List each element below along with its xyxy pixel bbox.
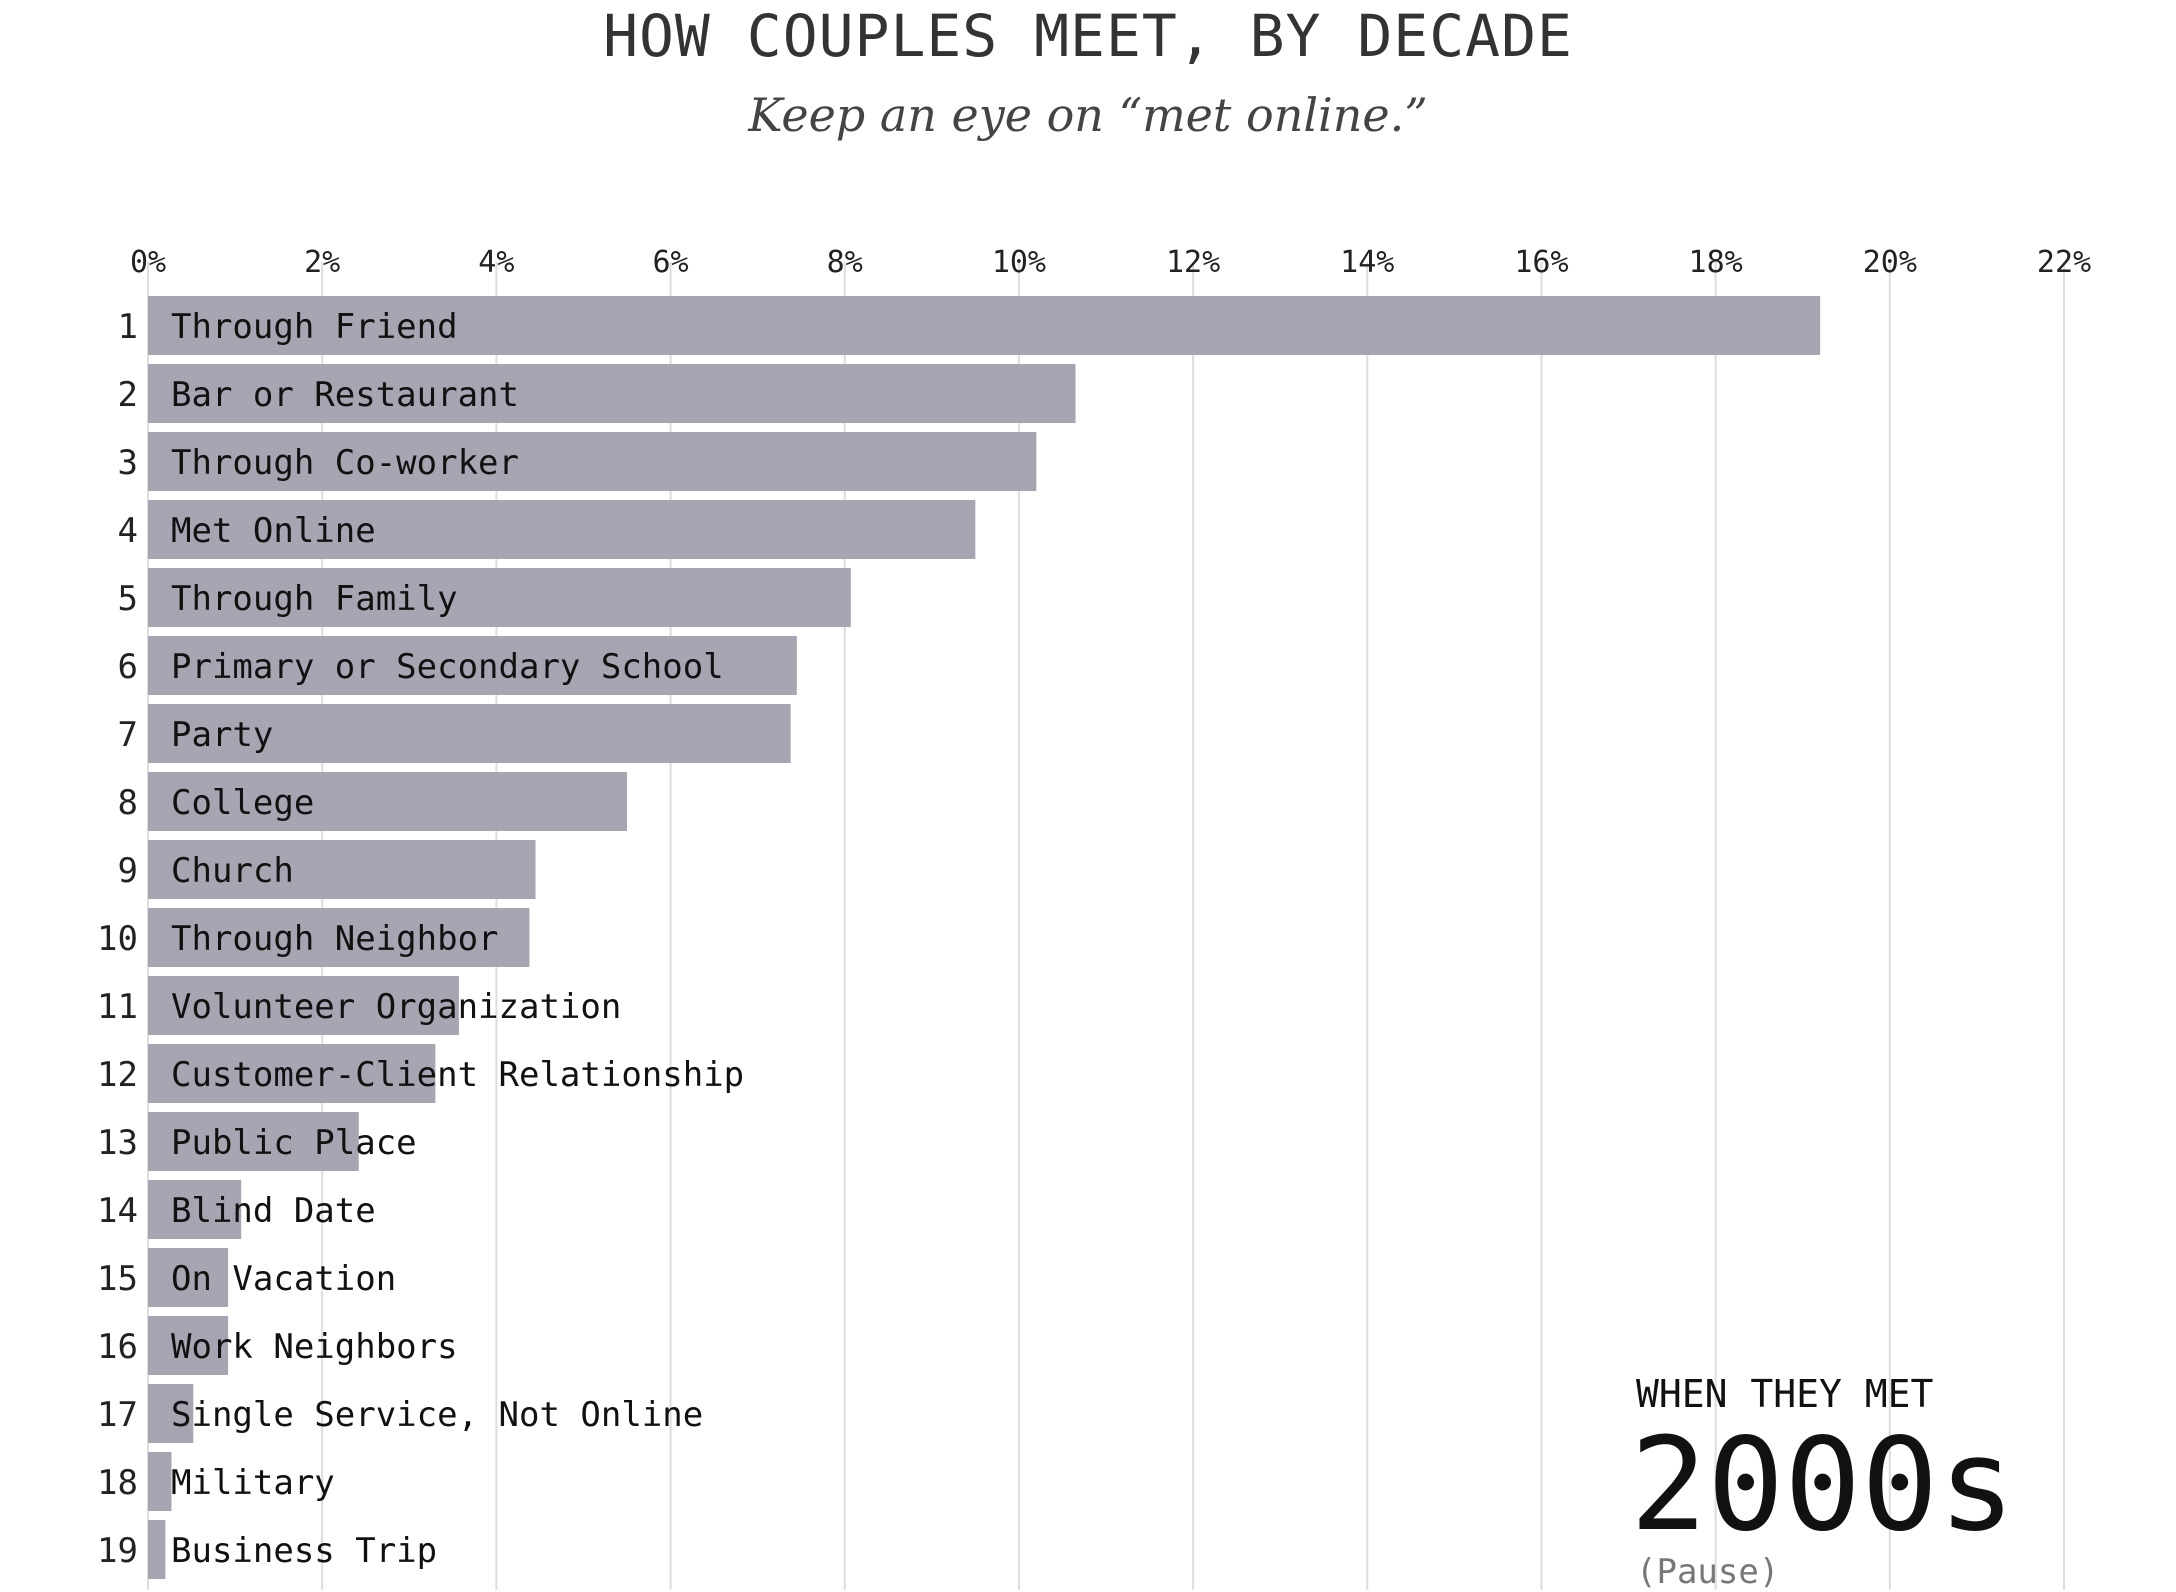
bar [148,1452,172,1511]
rank-label: 15 [97,1259,138,1299]
x-tick-label: 14% [1340,245,1394,280]
rank-label: 8 [118,783,138,823]
rank-label: 5 [118,579,138,619]
bar-label: Business Trip [171,1531,437,1571]
x-axis-ticks: 0% 2% 4% 6% 8% 10% 12% 14% 16% 18% 20% 22% [130,245,2091,280]
rank-label: 14 [97,1191,138,1231]
x-tick-label: 12% [1166,245,1220,280]
x-tick-label: 22% [2037,245,2091,280]
rank-label: 12 [97,1055,138,1095]
x-tick-label: 8% [827,245,863,280]
bar-labels: 1 Through Friend 2 Bar or Restaurant 3 Throug… [97,307,744,1571]
x-tick-label: 2% [304,245,340,280]
bar-label: Military [171,1463,335,1503]
x-tick-label: 16% [1514,245,1568,280]
rank-label: 3 [118,443,138,483]
rank-label: 2 [118,375,138,415]
bar-label: Met Online [171,511,376,551]
bar-label: Customer-Client Relationship [171,1055,744,1095]
period-value: 2000s [1630,1411,2016,1560]
rank-label: 18 [97,1463,138,1503]
bar-label: Party [171,715,273,755]
bar [148,364,1076,423]
bar-label: Through Co-worker [171,443,519,483]
bar-label: Blind Date [171,1191,376,1231]
rank-label: 9 [118,851,138,891]
rank-label: 10 [97,919,138,959]
rank-label: 4 [118,511,138,551]
bar [148,908,530,967]
rank-label: 6 [118,647,138,687]
bar [148,1044,436,1103]
bar [148,976,459,1035]
bar [148,500,976,559]
rank-label: 13 [97,1123,138,1163]
x-tick-label: 6% [652,245,688,280]
rank-label: 19 [97,1531,138,1571]
rank-label: 16 [97,1327,138,1367]
bar [148,432,1037,491]
bar [148,1112,359,1171]
bar-label: Through Family [171,579,458,619]
rank-label: 7 [118,715,138,755]
x-tick-label: 4% [478,245,514,280]
chart-subtitle: Keep an eye on “met online.” [748,88,1428,142]
bar-label: Primary or Secondary School [171,647,724,687]
bar-label: Church [171,851,294,891]
bar-label: Volunteer Organization [171,987,621,1027]
bar [148,704,791,763]
chart-title: HOW COUPLES MEET, BY DECADE [603,2,1573,70]
bar [148,840,536,899]
rank-label: 1 [118,307,138,347]
x-tick-label: 18% [1689,245,1743,280]
rank-label: 17 [97,1395,138,1435]
x-tick-label: 0% [130,245,166,280]
bar [148,1316,229,1375]
rank-label: 11 [97,987,138,1027]
bar [148,1248,229,1307]
bar-label: College [171,783,314,823]
bar [148,1384,194,1443]
bar-label: Bar or Restaurant [171,375,519,415]
bar-label: On Vacation [171,1259,396,1299]
bar-label: Work Neighbors [171,1327,458,1367]
bar [148,1520,166,1579]
pause-button[interactable]: (Pause) [1636,1552,1780,1592]
bar [148,636,797,695]
period-indicator: WHEN THEY MET 2000s (Pause) [1630,1360,2170,1592]
x-tick-label: 10% [992,245,1046,280]
bar [148,296,1821,355]
bar-label: Through Neighbor [171,919,499,959]
bar [148,1180,242,1239]
bar-label: Single Service, Not Online [171,1395,703,1435]
x-tick-label: 20% [1863,245,1917,280]
bar [148,772,627,831]
period-caption: WHEN THEY MET [1636,1372,1934,1416]
bars [148,296,1821,1579]
bar [148,568,851,627]
bar-label: Through Friend [171,307,458,347]
bar-label: Public Place [171,1123,417,1163]
